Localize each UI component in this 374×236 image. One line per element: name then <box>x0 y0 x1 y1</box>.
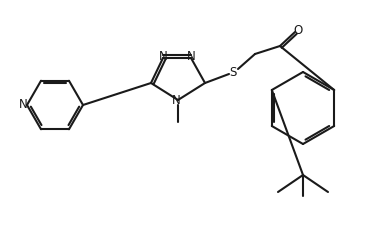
Text: O: O <box>293 25 303 38</box>
Text: S: S <box>229 66 237 79</box>
Text: N: N <box>159 51 168 63</box>
Text: N: N <box>172 94 180 108</box>
Text: N: N <box>187 51 195 63</box>
Text: N: N <box>19 98 27 111</box>
